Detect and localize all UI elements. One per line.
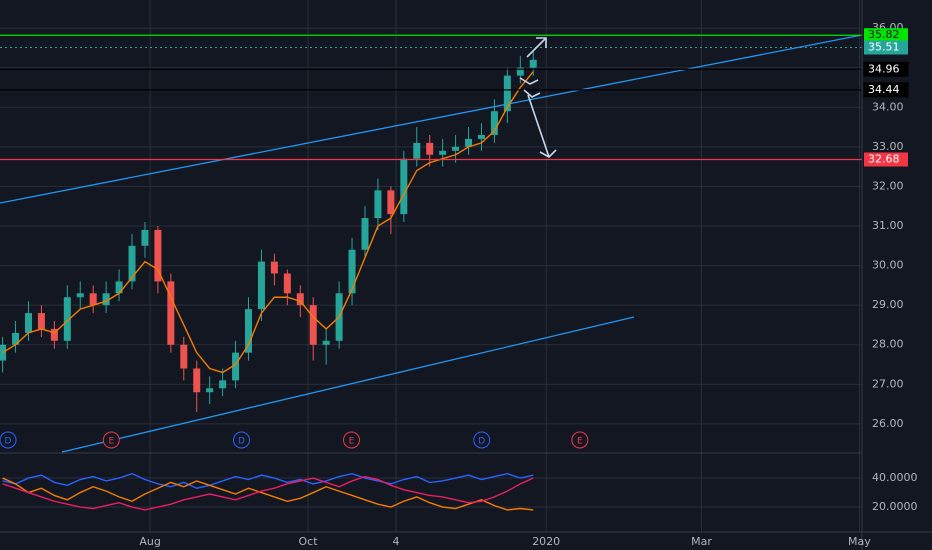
candle-body: [387, 190, 395, 215]
candle-body: [257, 261, 265, 310]
trend-line: [0, 34, 863, 204]
line-series: [2, 472, 534, 489]
price-label: 34.44: [868, 83, 900, 96]
x-tick-label: Aug: [139, 535, 160, 548]
event-marker: [473, 431, 491, 449]
y-tick-label: 40.0000: [872, 471, 918, 484]
candle-body: [322, 340, 330, 345]
x-tick-label: Mar: [691, 535, 712, 548]
candle-body: [232, 352, 240, 381]
x-tick-label: Oct: [299, 535, 319, 548]
y-tick-label: 33.00: [872, 140, 904, 153]
arrows: [519, 37, 557, 158]
candle-body: [452, 146, 460, 151]
candle-body: [283, 273, 291, 294]
event-label: D: [5, 437, 12, 447]
candle-body: [490, 111, 498, 135]
candle-body: [516, 67, 524, 76]
candle-body: [115, 281, 123, 294]
event-marker: [102, 431, 120, 449]
candle-body: [37, 313, 45, 329]
price-label-bg: [864, 28, 908, 43]
price-label: 32.68: [868, 153, 900, 166]
y-tick-label: 28.00: [872, 338, 904, 351]
candle-body: [128, 245, 136, 282]
y-tick-label: 26.00: [872, 417, 904, 430]
candle-body: [413, 142, 421, 159]
event-marker: [233, 431, 251, 449]
event-label: E: [108, 437, 114, 447]
event-marker: [571, 431, 589, 449]
line-series: [2, 477, 534, 511]
event-label: E: [577, 437, 583, 447]
x-tick-label: May: [848, 535, 871, 548]
candle-body: [154, 229, 162, 282]
candle-body: [102, 293, 110, 306]
candle-body: [141, 229, 149, 246]
arrow-down: [527, 94, 557, 158]
candle-body: [219, 380, 227, 389]
price-label: 35.82: [868, 28, 900, 41]
chevron: [523, 89, 541, 98]
chevron: [519, 77, 539, 85]
candle-body: [76, 293, 84, 298]
candle-body: [193, 368, 201, 393]
candle-body: [245, 309, 253, 353]
candle-body: [503, 75, 511, 112]
axes: Aug Oct 4 2020 Mar May 26.00 27.00 28.00 29.00 30.…: [139, 21, 917, 548]
candle-body: [89, 293, 97, 306]
line-series: [2, 475, 534, 511]
candle-body: [50, 328, 58, 341]
candle-body: [12, 332, 20, 345]
price-label-bg: [863, 82, 909, 98]
candle-body: [24, 313, 32, 333]
candle-body: [180, 344, 188, 369]
price-label: 34.96: [868, 62, 900, 75]
y-tick-label: 34.00: [872, 100, 904, 113]
candle-body: [374, 190, 382, 219]
arrow-up: [526, 37, 547, 58]
candle-body: [477, 134, 485, 139]
event-label: E: [349, 437, 355, 447]
y-tick-label: 30.00: [872, 259, 904, 272]
candle-body: [270, 261, 278, 274]
candle-body: [309, 305, 317, 345]
event-marker: [343, 431, 361, 449]
price-label: 35.51: [868, 40, 900, 53]
candle-body: [63, 297, 71, 341]
price-label-bg: [864, 40, 908, 55]
y-tick-label: 27.00: [872, 377, 904, 390]
trend-line: [61, 316, 635, 453]
y-tick-label: 29.00: [872, 298, 904, 311]
event-label: D: [478, 437, 485, 447]
candle-body: [439, 150, 447, 155]
candle-body: [206, 388, 214, 393]
candle-body: [167, 281, 175, 345]
y-tick-label: 32.00: [872, 179, 904, 192]
candle-body: [465, 138, 473, 147]
x-tick-label: 4: [393, 535, 400, 548]
event-label: D: [238, 437, 245, 447]
event-marker: [0, 431, 17, 449]
line-series: [2, 71, 534, 374]
y-tick-label: 31.00: [872, 219, 904, 232]
candle-body: [529, 59, 537, 68]
candle-body: [361, 218, 369, 250]
x-tick-label: 2020: [532, 535, 560, 548]
candle-body: [348, 249, 356, 294]
candle-body: [400, 158, 408, 215]
price-label-bg: [863, 61, 909, 77]
candle-body: [426, 142, 434, 155]
y-tick-label: 20.0000: [872, 500, 918, 513]
price-label-bg: [864, 152, 908, 167]
candle-body: [296, 293, 304, 306]
